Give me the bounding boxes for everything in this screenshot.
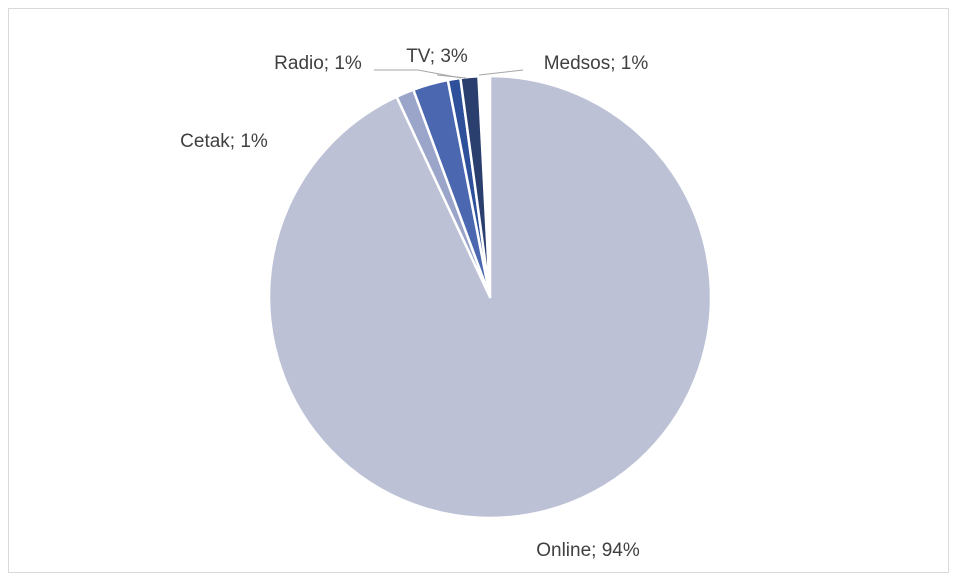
data-label-online: Online; 94% [536,540,640,561]
leader-line-tv [436,74,467,79]
leader-line-medsos [478,69,524,76]
data-label-tv: TV; 3% [406,46,468,67]
data-label-cetak: Cetak; 1% [180,131,268,152]
leader-line-radio [374,69,462,79]
data-label-medsos: Medsos; 1% [544,53,649,74]
data-label-radio: Radio; 1% [274,53,362,74]
